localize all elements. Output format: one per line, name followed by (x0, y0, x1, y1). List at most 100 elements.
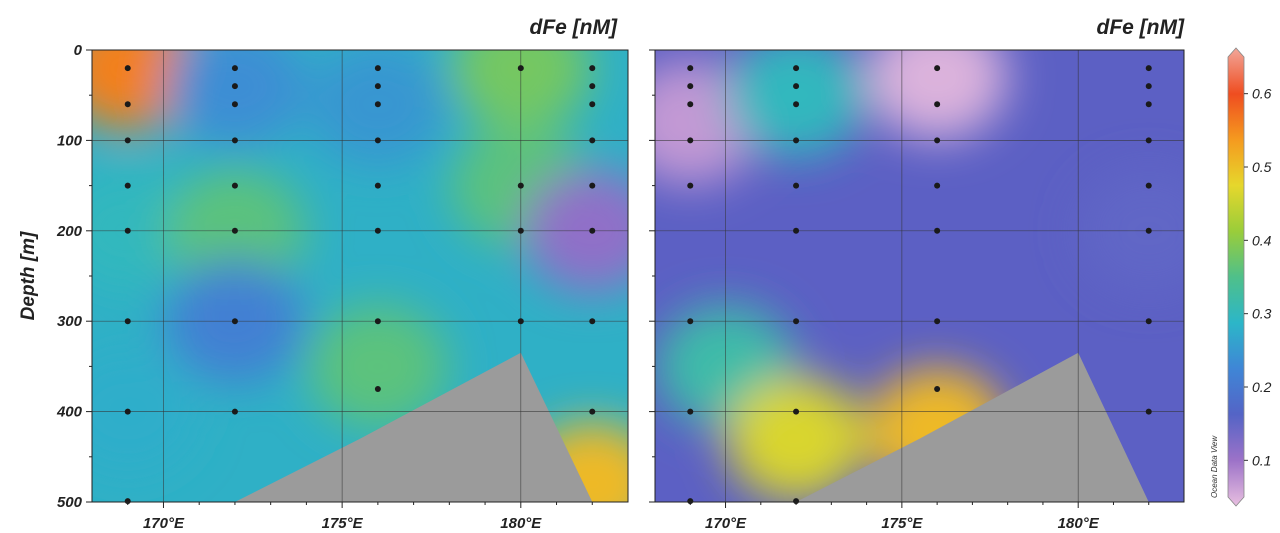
x-tick-label: 175°E (322, 515, 364, 532)
sample-point (793, 101, 800, 108)
sample-point (934, 227, 941, 234)
sample-point (793, 65, 800, 72)
sample-point (793, 182, 800, 189)
sample-point (1145, 182, 1152, 189)
field-blob (726, 376, 867, 501)
sample-point (793, 227, 800, 234)
sample-point (374, 137, 381, 144)
colorbar-tick-label: 0.3 (1252, 306, 1272, 322)
x-tick-label: 175°E (881, 515, 923, 532)
sample-point (124, 137, 131, 144)
panel-left-y-ticks: 0 100 200 300 400 500 (56, 42, 92, 511)
sample-point (231, 318, 238, 325)
sample-point (687, 498, 694, 505)
panel-left: dFe [nM] 0 100 200 300 400 500 170°E 175°E 180°… (56, 16, 629, 532)
sample-point (589, 408, 596, 415)
sample-point (793, 498, 800, 505)
sample-point (589, 101, 596, 108)
sample-point (231, 137, 238, 144)
field-blob (164, 50, 305, 149)
colorbar-tick-label: 0.1 (1252, 452, 1271, 468)
sample-point (589, 227, 596, 234)
sample-point (589, 182, 596, 189)
sample-point (687, 137, 694, 144)
sample-point (231, 227, 238, 234)
sample-point (124, 318, 131, 325)
sample-point (124, 182, 131, 189)
sample-point (934, 182, 941, 189)
sample-point (687, 182, 694, 189)
y-axis-label: Depth [m] (18, 231, 39, 320)
panel-left-x-ticks: 170°E 175°E 180°E (127, 502, 593, 532)
sample-point (1145, 227, 1152, 234)
panel-right-title: dFe [nM] (1097, 16, 1185, 39)
sample-point (1145, 318, 1152, 325)
panel-left-seafloor (234, 352, 593, 502)
sample-point (793, 83, 800, 90)
sample-point (1145, 65, 1152, 72)
sample-point (793, 408, 800, 415)
sample-point (687, 318, 694, 325)
sample-point (231, 65, 238, 72)
sample-point (589, 83, 596, 90)
sample-point (374, 386, 381, 392)
y-tick-label: 500 (57, 494, 83, 511)
panel-right-grid (655, 50, 1184, 502)
sample-point (1145, 408, 1152, 415)
field-blob (307, 304, 448, 429)
x-tick-label: 180°E (1058, 515, 1100, 532)
sample-point (124, 408, 131, 415)
sample-point (687, 65, 694, 72)
sample-point (934, 386, 941, 392)
sample-point (374, 227, 381, 234)
sample-point (124, 227, 131, 234)
y-tick-label: 300 (57, 313, 83, 330)
sample-point (231, 83, 238, 90)
colorbar-scale (1227, 47, 1245, 507)
sample-point (589, 318, 596, 325)
sample-point (687, 408, 694, 415)
sample-point (934, 137, 941, 144)
watermark: Ocean Data View (1210, 435, 1219, 498)
sample-point (517, 182, 524, 189)
sample-point (231, 182, 238, 189)
sample-point (589, 65, 596, 72)
sample-point (934, 318, 941, 325)
colorbar-tick-label: 0.2 (1252, 379, 1272, 395)
y-tick-label: 0 (74, 42, 83, 59)
sample-point (934, 101, 941, 108)
panel-right-y-ticks (649, 49, 655, 503)
x-tick-label: 170°E (705, 515, 747, 532)
panel-left-grid (92, 50, 628, 502)
colorbar: 0.1 0.2 0.3 0.4 0.5 0.6 Ocean Data View (1210, 47, 1272, 507)
field-blob (307, 50, 448, 167)
colorbar-tick-label: 0.6 (1252, 86, 1272, 102)
panel-left-title: dFe [nM] (530, 16, 618, 39)
sample-point (687, 101, 694, 108)
sample-point (517, 65, 524, 72)
x-tick-label: 180°E (500, 515, 542, 532)
sample-point (124, 101, 131, 108)
sample-point (793, 318, 800, 325)
colorbar-tick-label: 0.4 (1252, 232, 1272, 248)
sample-point (374, 182, 381, 189)
panel-right-x-ticks: 170°E 175°E 180°E (689, 502, 1150, 532)
colorbar-tick-label: 0.5 (1252, 159, 1272, 175)
sample-point (589, 137, 596, 144)
panel-left-field (92, 50, 628, 502)
sample-point (793, 137, 800, 144)
sample-point (1145, 101, 1152, 108)
sample-point (124, 498, 131, 505)
y-tick-label: 200 (56, 223, 83, 240)
y-tick-label: 100 (57, 132, 83, 149)
sample-point (374, 83, 381, 90)
sample-point (687, 83, 694, 90)
sample-point (231, 101, 238, 108)
sample-point (124, 65, 131, 72)
colorbar-ticks: 0.1 0.2 0.3 0.4 0.5 0.6 (1244, 86, 1272, 468)
x-tick-label: 170°E (143, 515, 185, 532)
field-blob (867, 50, 1008, 140)
panel-right-sample-points (687, 65, 1152, 505)
panel-left-sample-points (124, 65, 596, 505)
